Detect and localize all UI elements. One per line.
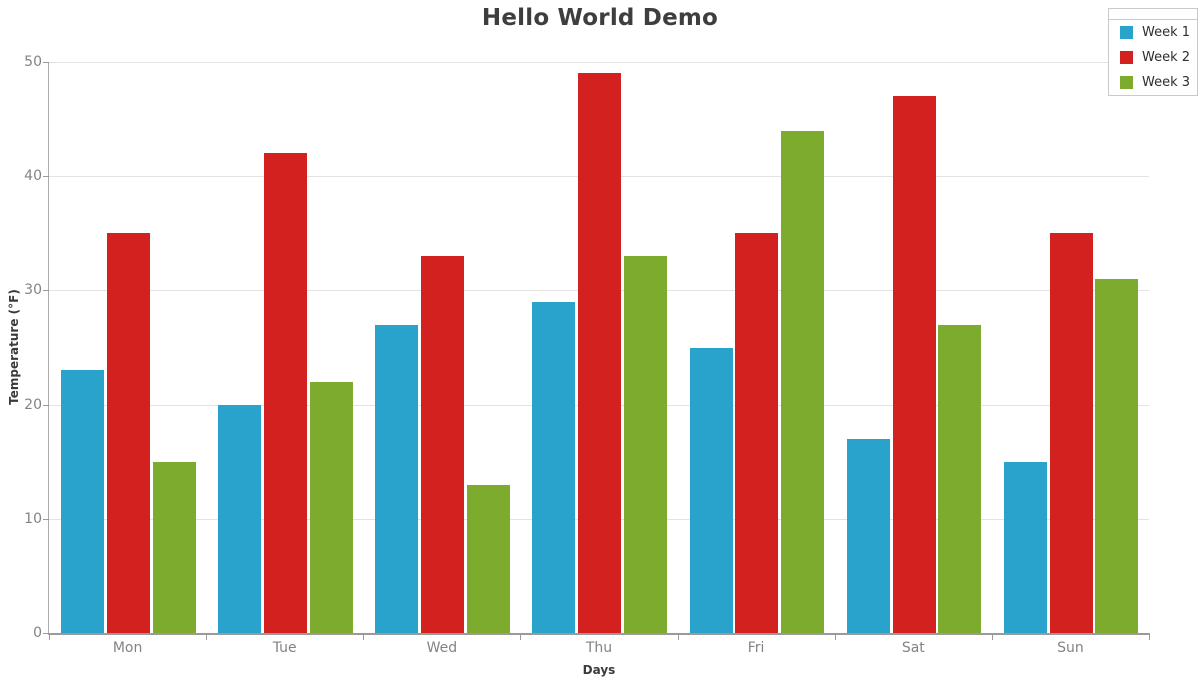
x-tick-label-sat: Sat xyxy=(901,640,925,656)
bar-week-1-tue xyxy=(218,404,262,633)
x-tick-3 xyxy=(520,635,522,640)
x-tick-6 xyxy=(991,635,993,640)
x-tick-0 xyxy=(49,635,50,640)
x-axis-line xyxy=(48,633,1150,635)
legend-item-week-3: Week 3 xyxy=(1109,70,1197,95)
y-tick-label-50: 50 xyxy=(24,54,42,70)
x-tick-label-fri: Fri xyxy=(747,640,765,656)
bar-week-3-tue xyxy=(309,381,353,633)
bar-week-2-sat xyxy=(892,96,936,633)
bar-week-3-sat xyxy=(938,324,982,633)
legend-label-week-1: Week 1 xyxy=(1142,25,1191,40)
bar-week-1-wed xyxy=(375,324,419,633)
bar-week-1-sat xyxy=(846,438,890,633)
y-tick-30 xyxy=(43,290,49,292)
y-tick-0 xyxy=(43,633,49,634)
plot-area xyxy=(49,62,1149,633)
week-2-swatch-icon xyxy=(1120,51,1133,64)
legend-item-week-2: Week 2 xyxy=(1109,45,1197,70)
x-tick-2 xyxy=(363,635,365,640)
bar-week-3-wed xyxy=(466,484,510,633)
legend-rows: Week 1 Week 2 Week 3 xyxy=(1109,20,1197,95)
x-axis-title: Days xyxy=(582,663,616,677)
week-1-swatch-icon xyxy=(1120,26,1133,39)
chart-title: Hello World Demo xyxy=(481,5,719,31)
bar-week-2-thu xyxy=(578,73,622,633)
bar-week-3-mon xyxy=(152,461,196,633)
legend: Week 1 Week 2 Week 3 xyxy=(1108,8,1198,96)
bar-week-2-tue xyxy=(263,153,307,633)
y-axis-title: Temperature (°F) xyxy=(7,289,21,405)
bar-week-2-sun xyxy=(1049,233,1093,633)
x-tick-label-mon: Mon xyxy=(112,640,143,656)
bar-week-2-wed xyxy=(421,256,464,633)
y-tick-label-20: 20 xyxy=(24,396,42,413)
legend-label-week-3: Week 3 xyxy=(1142,75,1191,90)
x-tick-label-sun: Sun xyxy=(1057,640,1084,656)
legend-label-week-2: Week 2 xyxy=(1142,50,1191,65)
y-tick-10 xyxy=(43,518,49,520)
bar-week-2-mon xyxy=(106,233,150,633)
x-tick-1 xyxy=(206,635,208,640)
gridline-50 xyxy=(49,62,1149,63)
y-tick-label-10: 10 xyxy=(24,510,42,527)
bar-week-1-fri xyxy=(689,347,733,633)
y-tick-40 xyxy=(43,176,49,178)
x-tick-7 xyxy=(1149,635,1150,640)
x-tick-4 xyxy=(677,635,679,640)
bar-week-1-sun xyxy=(1003,461,1047,633)
y-tick-50 xyxy=(43,62,49,63)
legend-header xyxy=(1109,9,1197,20)
week-3-swatch-icon xyxy=(1120,76,1133,89)
bar-week-3-fri xyxy=(781,130,825,633)
bar-week-3-thu xyxy=(623,256,667,633)
legend-item-week-1: Week 1 xyxy=(1109,20,1197,45)
x-tick-5 xyxy=(834,635,836,640)
y-axis-line xyxy=(48,62,49,633)
x-tick-label-tue: Tue xyxy=(272,640,297,656)
bar-week-3-sun xyxy=(1095,279,1139,633)
y-tick-20 xyxy=(43,404,49,406)
bar-week-1-thu xyxy=(532,301,576,633)
bar-week-2-fri xyxy=(735,233,779,633)
y-tick-label-30: 30 xyxy=(24,282,42,299)
bar-week-1-mon xyxy=(61,370,104,633)
x-tick-label-thu: Thu xyxy=(585,640,613,656)
y-tick-label-40: 40 xyxy=(24,168,42,185)
y-tick-label-0: 0 xyxy=(33,625,42,641)
x-tick-label-wed: Wed xyxy=(426,640,458,656)
